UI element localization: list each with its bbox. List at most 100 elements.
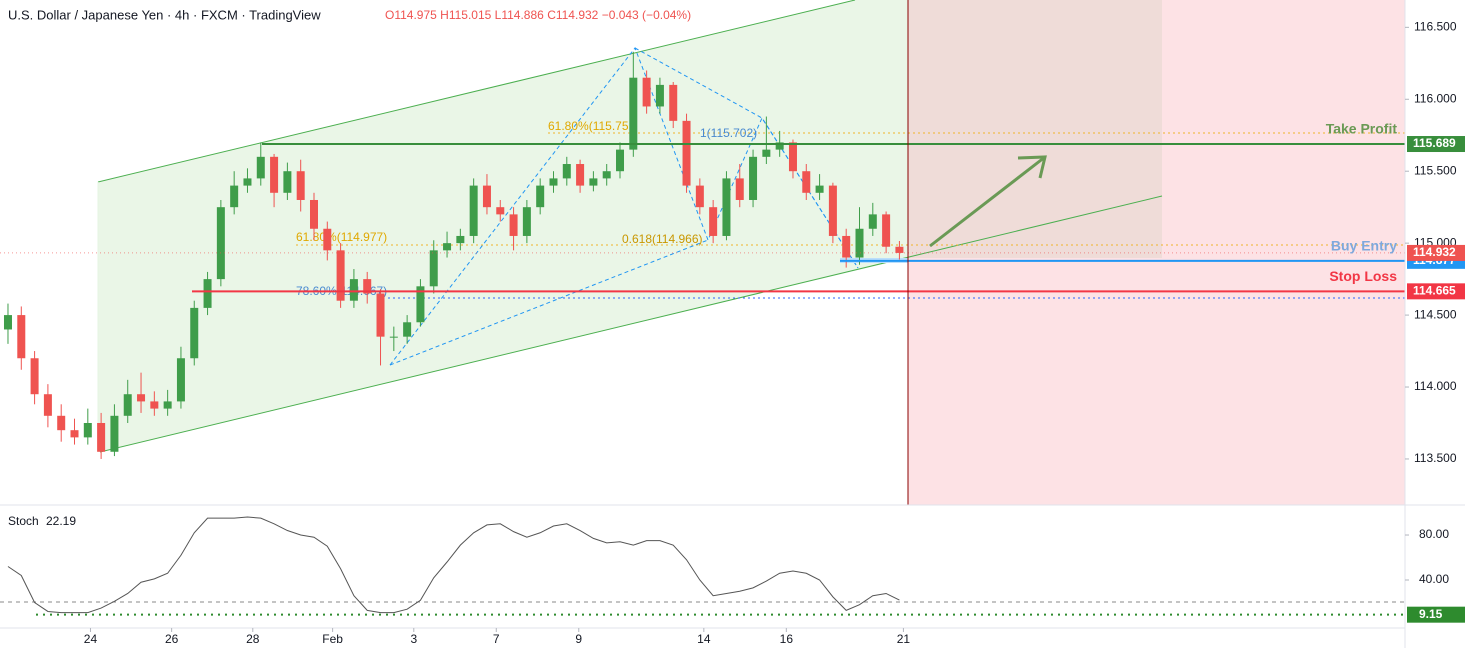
stoch-value: 22.19 — [46, 514, 76, 528]
candle-body — [709, 207, 718, 236]
candle-body — [443, 243, 452, 251]
level-name: Take Profit — [1326, 121, 1398, 137]
candle-body — [496, 207, 505, 215]
x-tick-label: 16 — [780, 632, 794, 646]
candle-body — [882, 214, 891, 247]
x-tick-label: 14 — [697, 632, 711, 646]
candle-body — [669, 84, 678, 121]
candle-body — [389, 336, 398, 338]
candle-body — [43, 394, 52, 416]
candle-body — [17, 315, 26, 359]
candle-body — [403, 322, 412, 337]
target-arrow — [929, 155, 1046, 248]
y-tick-label: 115.500 — [1414, 163, 1457, 177]
x-tick-label: 21 — [897, 632, 911, 646]
candle-body — [3, 315, 12, 330]
candle-body — [296, 171, 305, 200]
candle-body — [376, 293, 385, 337]
channel-fill — [98, 0, 908, 452]
fib-label: 0.618(114.966) — [622, 232, 703, 246]
candle-body — [775, 142, 784, 150]
ohlc: O114.975 H115.015 L114.886 C114.932 −0.0… — [385, 8, 691, 22]
x-tick-label: 3 — [410, 632, 417, 646]
price-badge-label: 114.665 — [1413, 284, 1456, 298]
candle-body — [802, 171, 811, 193]
candle-body — [735, 178, 744, 200]
candle-body — [815, 185, 824, 193]
candle-body — [190, 307, 199, 359]
candle-body — [30, 358, 39, 395]
candle-body — [642, 77, 651, 107]
candle-body — [842, 235, 851, 258]
y-tick-label: 114.000 — [1414, 379, 1457, 393]
candle-body — [283, 171, 292, 193]
fib-label: 1(115.702) — [700, 126, 757, 140]
y-tick-label: 114.500 — [1414, 307, 1457, 321]
candle-body — [895, 246, 904, 253]
ohlc-low: L114.886 — [495, 8, 544, 22]
candle-body — [429, 250, 438, 287]
candle-body — [216, 207, 225, 280]
fib-label: 61.80%(115.75 — [548, 119, 629, 133]
candle-body — [456, 235, 465, 244]
level-name: Stop Loss — [1329, 268, 1397, 284]
candle-body — [70, 430, 79, 438]
price-badge-label: 114.932 — [1413, 245, 1456, 259]
candle-body — [509, 214, 518, 236]
candle-body — [176, 358, 185, 402]
candle-body — [589, 178, 598, 186]
x-tick-label: 7 — [493, 632, 500, 646]
target-arrowhead — [1017, 155, 1047, 179]
candle-body — [97, 422, 106, 452]
y-tick-label: 116.000 — [1414, 91, 1457, 105]
y-tick-label: 80.00 — [1419, 527, 1449, 541]
candle-body — [57, 415, 66, 431]
candle-body — [576, 164, 585, 186]
fib-label: 61.80%(114.977) — [296, 230, 387, 244]
candle-body — [682, 120, 691, 186]
reward-zone — [908, 0, 1162, 258]
price-badge — [1407, 606, 1465, 623]
candle-body — [416, 286, 425, 323]
candle-body — [110, 415, 119, 452]
x-tick-label: 28 — [246, 632, 260, 646]
candle-body — [203, 279, 212, 308]
candle-body — [230, 185, 239, 208]
candle-body — [243, 178, 252, 186]
candle-body — [749, 156, 758, 200]
candle-body — [363, 279, 372, 294]
candle-body — [163, 401, 172, 409]
candle-body — [482, 185, 491, 208]
candle-body — [695, 185, 704, 208]
price-badge — [1407, 136, 1465, 153]
candle-body — [469, 185, 478, 236]
candle-body — [336, 250, 345, 301]
x-tick-label: 26 — [165, 632, 179, 646]
price-badge-label: 115.689 — [1413, 136, 1456, 150]
channel-upper — [97, 0, 856, 183]
candle-body — [629, 77, 638, 150]
price-badge — [1407, 283, 1465, 300]
stoch-line — [7, 516, 900, 614]
candle-body — [270, 156, 279, 193]
ohlc-close: C114.932 — [547, 8, 598, 22]
candle-body — [123, 394, 132, 416]
candle-body — [137, 394, 146, 402]
candle-body — [616, 149, 625, 172]
candle-body — [602, 171, 611, 179]
candle-body — [309, 199, 318, 229]
candle-body — [522, 207, 531, 236]
candle-body — [349, 279, 358, 301]
candle-body — [150, 401, 159, 409]
ohlc-change: −0.043 (−0.04%) — [602, 8, 691, 22]
chart-title: U.S. Dollar / Japanese Yen · 4h · FXCM ·… — [8, 7, 321, 22]
candle-body — [762, 149, 771, 157]
candle-body — [256, 156, 265, 179]
candle-body — [323, 228, 332, 251]
x-tick-label: Feb — [322, 632, 343, 646]
price-badge — [1407, 244, 1465, 261]
candle-body — [722, 178, 731, 236]
channel-lower — [99, 195, 1163, 453]
y-tick-label: 113.500 — [1414, 451, 1457, 465]
